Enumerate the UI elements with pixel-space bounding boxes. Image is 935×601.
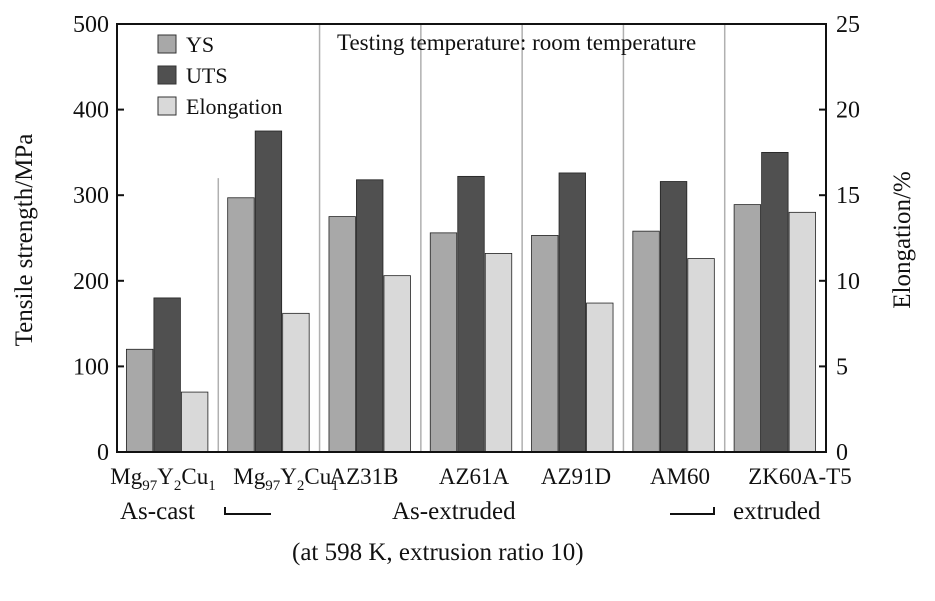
extruded-bracket [670, 507, 715, 515]
bar-ys-5 [531, 235, 559, 453]
legend-label-elongation: Elongation [186, 94, 283, 119]
bar-ys-3 [328, 216, 356, 453]
as-extruded-label: As-extruded [392, 498, 516, 525]
bar-ys-1 [125, 348, 154, 453]
bars-layer [125, 130, 817, 453]
bar-elongation-1 [180, 391, 209, 453]
testing-temperature-note: Testing temperature: room temperature [337, 30, 696, 55]
bar-uts-2 [254, 130, 283, 453]
y2-axis-title: Elongation/% [889, 171, 916, 308]
group-separators [217, 24, 726, 452]
category-label: AM60 [650, 464, 710, 489]
y-axis-title: Tensile strength/MPa [11, 134, 38, 347]
bar-elongation-6 [687, 258, 715, 453]
bar-ys-7 [733, 204, 762, 453]
bar-uts-3 [356, 179, 384, 453]
extruded-label: extruded [733, 498, 821, 525]
category-label: AZ31B [330, 464, 399, 489]
bar-ys-2 [227, 197, 255, 453]
legend: YS UTS Elongation [157, 32, 283, 119]
y2-tick-label: 20 [836, 98, 860, 124]
y2-tick-label: 15 [836, 183, 860, 209]
bar-ys-6 [632, 230, 660, 453]
y-tick-label: 0 [97, 440, 109, 466]
y-tick-label: 300 [73, 183, 109, 209]
y2-tick-label: 5 [836, 354, 848, 380]
y2-tick-label: 25 [836, 12, 860, 38]
bar-elongation-2 [282, 312, 310, 453]
category-label: Mg97Y2Cu1 [110, 464, 215, 494]
legend-swatch-elongation [157, 96, 177, 116]
y2-tick-label: 0 [836, 440, 848, 466]
y-tick-label: 400 [73, 98, 109, 124]
bar-uts-1 [153, 297, 181, 453]
axes-layer [116, 23, 827, 453]
plot-frame [116, 23, 827, 453]
bar-uts-4 [457, 175, 485, 453]
category-label: AZ61A [439, 464, 510, 489]
tick-labels-layer: 0 100 200 300 400 500 0 5 10 15 20 25 [73, 12, 860, 466]
extrusion-condition-label: (at 598 K, extrusion ratio 10) [292, 539, 584, 566]
group-labels: As-cast As-extruded extruded (at 598 K, … [120, 498, 821, 566]
bar-uts-5 [558, 172, 586, 453]
category-label: AZ91D [541, 464, 611, 489]
y-tick-label: 100 [73, 354, 109, 380]
legend-label-ys: YS [186, 32, 214, 57]
bar-elongation-5 [586, 302, 614, 453]
legend-swatch-uts [157, 65, 177, 85]
bar-uts-7 [761, 151, 789, 453]
y2-tick-label: 10 [836, 269, 860, 295]
category-label: Mg97Y2Cu1 [233, 464, 338, 494]
legend-label-uts: UTS [186, 63, 228, 88]
category-label: ZK60A-T5 [748, 464, 851, 489]
bar-elongation-7 [788, 211, 817, 453]
y-tick-label: 500 [73, 12, 109, 38]
as-cast-label: As-cast [120, 498, 195, 525]
bar-elongation-3 [383, 275, 411, 453]
legend-swatch-ys [157, 34, 177, 54]
bar-elongation-4 [484, 253, 513, 453]
bar-ys-4 [429, 232, 458, 453]
as-cast-bracket [224, 507, 271, 515]
y-tick-label: 200 [73, 269, 109, 295]
bar-uts-6 [659, 181, 688, 453]
